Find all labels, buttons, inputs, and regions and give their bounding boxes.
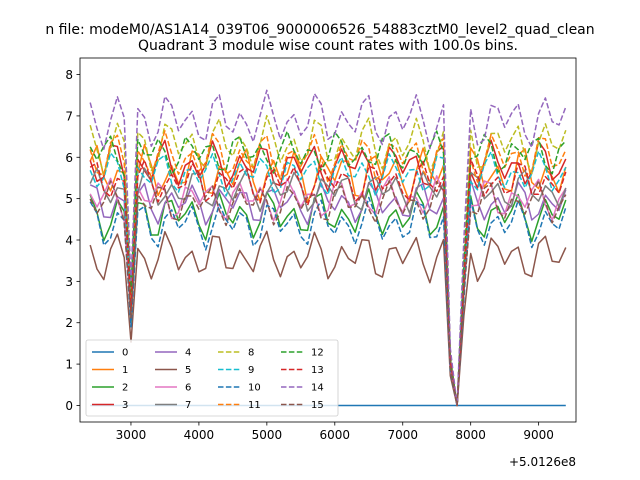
y-tick-label: 8 — [65, 68, 73, 82]
legend-label-5: 5 — [185, 365, 191, 376]
x-tick-label: 9000 — [523, 428, 554, 442]
series-line-8 — [89, 114, 567, 407]
legend-label-13: 13 — [311, 365, 324, 376]
y-tick-label: 0 — [65, 399, 73, 413]
legend-label-6: 6 — [185, 383, 191, 394]
legend-label-9: 9 — [248, 365, 254, 376]
x-offset-label: +5.0126e8 — [509, 455, 576, 469]
series-line-13 — [89, 158, 567, 407]
legend-label-14: 14 — [311, 383, 324, 394]
series-line-14 — [89, 89, 567, 407]
series-line-6 — [89, 175, 567, 407]
legend-label-8: 8 — [248, 348, 254, 359]
legend-label-11: 11 — [248, 400, 261, 411]
x-tick-label: 4000 — [184, 428, 215, 442]
x-tick-label: 6000 — [320, 428, 351, 442]
legend-label-10: 10 — [248, 383, 261, 394]
series-line-9 — [89, 150, 567, 407]
chart-suptitle: n file: modeM0/AS1A14_039T06_9000006526_… — [45, 22, 594, 38]
x-tick-label: 3000 — [116, 428, 147, 442]
series-line-7 — [89, 167, 567, 407]
legend-label-0: 0 — [122, 348, 128, 359]
y-tick-label: 5 — [65, 192, 73, 206]
legend-box — [85, 339, 339, 417]
series-line-10 — [89, 196, 567, 407]
x-tick-label: 5000 — [252, 428, 283, 442]
series-line-11 — [89, 130, 567, 407]
y-tick-label: 4 — [65, 234, 73, 248]
x-tick-label: 7000 — [387, 428, 418, 442]
legend-label-12: 12 — [311, 348, 324, 359]
y-tick-label: 1 — [65, 358, 73, 372]
chart-title: Quadrant 3 module wise count rates with … — [138, 38, 518, 54]
legend-label-15: 15 — [311, 400, 324, 411]
x-tick-label: 8000 — [455, 428, 486, 442]
y-tick-label: 3 — [65, 275, 73, 289]
y-tick-label: 7 — [65, 109, 73, 123]
legend-label-7: 7 — [185, 400, 191, 411]
y-tick-label: 6 — [65, 151, 73, 165]
legend-label-1: 1 — [122, 365, 128, 376]
series-line-5 — [89, 230, 567, 407]
legend-label-2: 2 — [122, 383, 128, 394]
legend-label-3: 3 — [122, 400, 128, 411]
legend-label-4: 4 — [185, 348, 191, 359]
series-line-12 — [89, 130, 567, 407]
series-line-15 — [89, 180, 567, 407]
series-line-4 — [89, 179, 567, 407]
y-tick-label: 2 — [65, 316, 73, 330]
